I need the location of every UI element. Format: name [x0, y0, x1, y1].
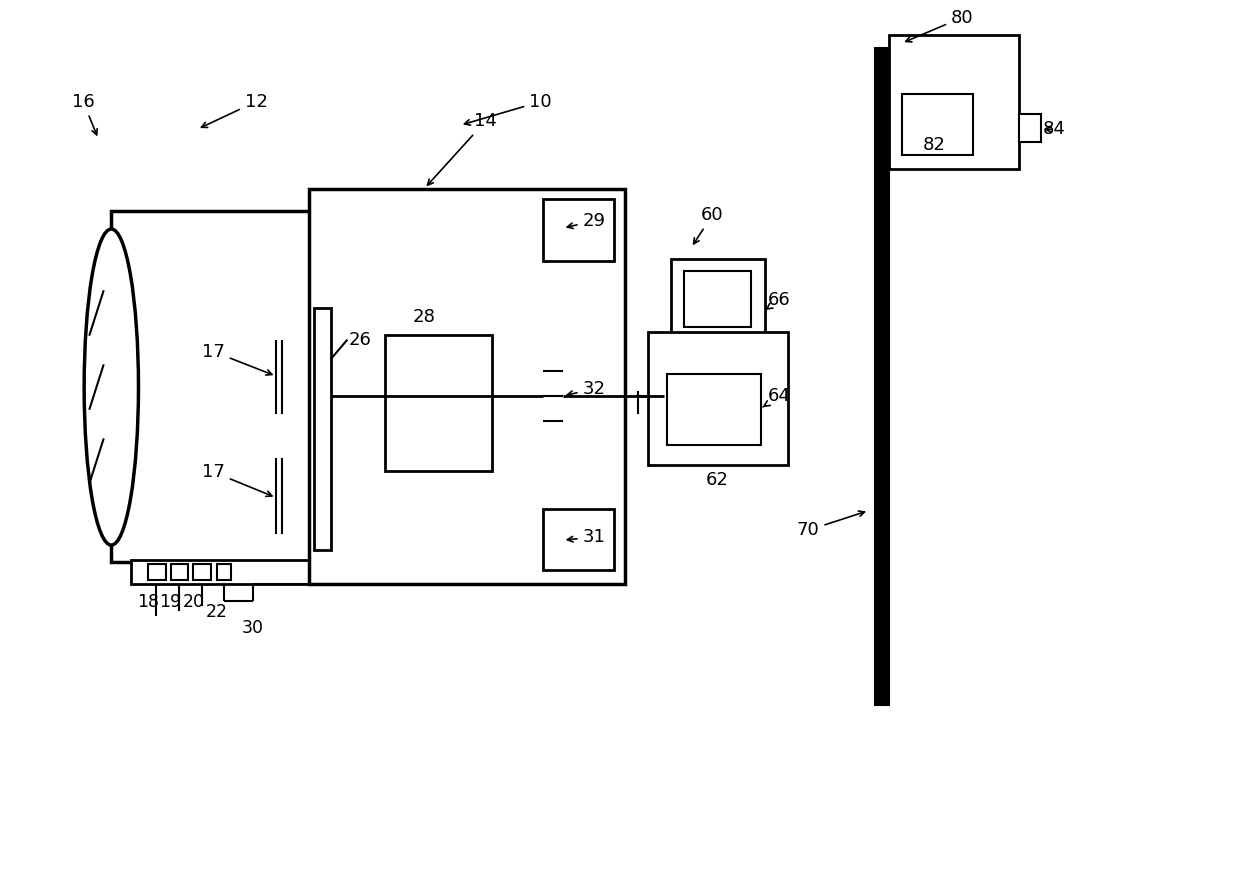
Text: 12: 12 [201, 93, 268, 128]
Text: 31: 31 [568, 528, 605, 546]
Bar [901, 94, 972, 155]
Text: 22: 22 [206, 603, 228, 622]
Bar [193, 564, 211, 580]
Text: 14: 14 [428, 112, 497, 185]
Text: 84: 84 [1043, 120, 1065, 138]
Text: 60: 60 [693, 206, 724, 244]
Bar [889, 36, 1019, 169]
Text: 17: 17 [202, 343, 272, 375]
Text: 18: 18 [136, 593, 159, 612]
Bar [875, 48, 889, 705]
Bar [148, 564, 166, 580]
Text: 10: 10 [465, 93, 552, 125]
Bar [309, 188, 625, 583]
Bar [217, 564, 231, 580]
Text: 16: 16 [72, 93, 97, 135]
Text: 64: 64 [763, 387, 791, 407]
Text: 66: 66 [765, 291, 791, 310]
Text: 82: 82 [923, 136, 946, 154]
Bar [314, 308, 331, 550]
Bar [1019, 114, 1040, 142]
Bar [112, 211, 324, 562]
Text: 28: 28 [413, 308, 436, 326]
Bar [671, 259, 765, 340]
Text: 17: 17 [202, 463, 272, 497]
Text: 80: 80 [905, 9, 973, 42]
Bar [684, 271, 751, 326]
Bar [171, 564, 188, 580]
Bar [384, 334, 491, 471]
Text: 19: 19 [160, 593, 181, 612]
Bar [543, 200, 614, 260]
Text: 30: 30 [242, 619, 264, 637]
Text: 29: 29 [567, 212, 605, 230]
Bar [667, 375, 761, 445]
Bar [647, 332, 787, 465]
Bar [543, 508, 614, 570]
Bar [131, 560, 309, 583]
Ellipse shape [84, 229, 139, 545]
Text: 32: 32 [567, 380, 605, 398]
Text: 20: 20 [182, 593, 205, 612]
Text: 70: 70 [797, 511, 864, 540]
Text: 62: 62 [706, 471, 728, 489]
Text: 26: 26 [348, 331, 371, 349]
